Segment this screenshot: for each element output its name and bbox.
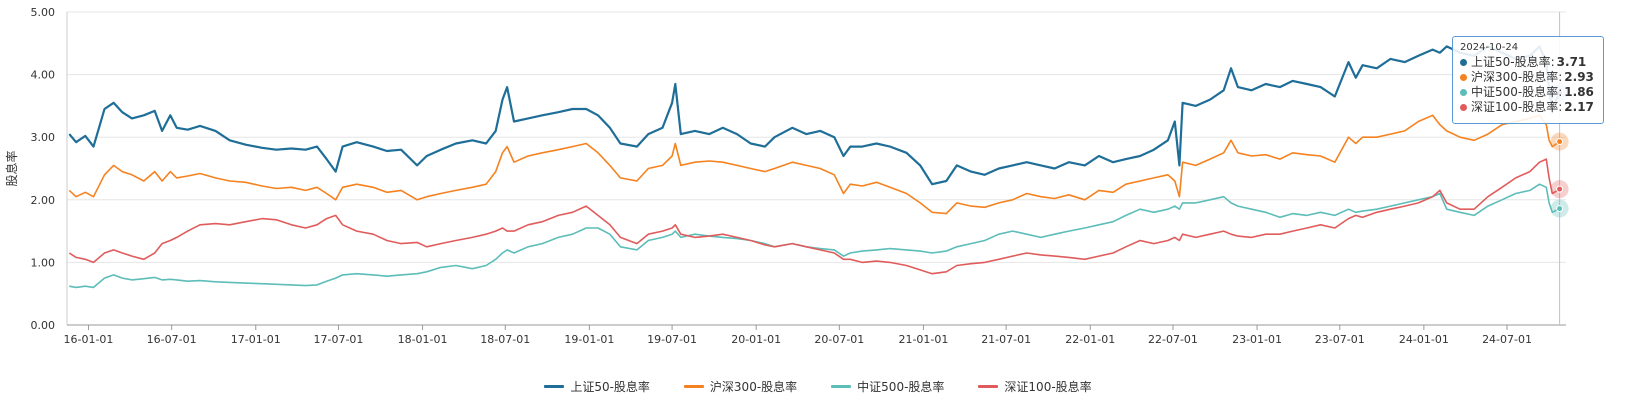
- x-tick-label: 22-01-01: [1065, 333, 1115, 346]
- y-tick-label: 1.00: [31, 256, 56, 269]
- series-line-1: [68, 114, 1561, 215]
- x-tick-label: 20-07-01: [814, 333, 864, 346]
- x-tick-label: 17-07-01: [313, 333, 363, 346]
- tooltip-dot-sz50: [1460, 59, 1467, 66]
- x-tick-label: 18-07-01: [480, 333, 530, 346]
- x-tick-label: 24-01-01: [1399, 333, 1449, 346]
- tooltip-value-sz100: 2.17: [1564, 100, 1594, 114]
- x-tick-label: 16-07-01: [147, 333, 197, 346]
- tooltip-dot-hs300: [1460, 74, 1467, 81]
- x-tick-label: 18-01-01: [398, 333, 448, 346]
- hover-point-1: [1556, 138, 1564, 146]
- tooltip-row-sz50: 上证50-股息率: 3.71: [1460, 55, 1596, 70]
- legend-swatch-zz500: [831, 385, 852, 388]
- x-tick-label: 16-01-01: [64, 333, 114, 346]
- y-tick-label: 3.00: [31, 131, 56, 144]
- x-tick-label: 24-07-01: [1482, 333, 1532, 346]
- y-axis-title: 股息率: [4, 150, 19, 186]
- series-line-0: [68, 45, 1561, 186]
- legend-item-hs300[interactable]: 沪深300-股息率: [683, 378, 798, 395]
- legend-swatch-sz50: [544, 385, 565, 388]
- tooltip-label-hs300: 沪深300-股息率:: [1471, 70, 1563, 84]
- tooltip-label-sz100: 深证100-股息率:: [1471, 100, 1563, 114]
- x-tick-label: 20-01-01: [731, 333, 781, 346]
- tooltip-value-sz50: 3.71: [1556, 55, 1587, 69]
- series-line-3: [68, 158, 1561, 275]
- chart-legend: 上证50-股息率 沪深300-股息率 中证500-股息率 深证100-股息率: [0, 378, 1636, 395]
- legend-item-sz100[interactable]: 深证100-股息率: [978, 378, 1092, 395]
- tooltip-value-zz500: 1.86: [1564, 85, 1594, 99]
- legend-item-zz500[interactable]: 中证500-股息率: [831, 378, 944, 395]
- x-tick-label: 17-01-01: [231, 333, 281, 346]
- x-tick-label: 21-07-01: [981, 333, 1031, 346]
- x-tick-label: 19-07-01: [647, 333, 697, 346]
- legend-label-sz50: 上证50-股息率: [570, 380, 650, 394]
- hover-point-3: [1556, 185, 1564, 193]
- legend-label-sz100: 深证100-股息率: [1004, 380, 1092, 394]
- x-tick-label: 23-07-01: [1315, 333, 1365, 346]
- legend-label-hs300: 沪深300-股息率: [709, 380, 798, 394]
- x-tick-label: 19-01-01: [564, 333, 614, 346]
- legend-item-sz50[interactable]: 上证50-股息率: [544, 378, 650, 395]
- tooltip-value-hs300: 2.93: [1564, 70, 1594, 84]
- tooltip-row-hs300: 沪深300-股息率: 2.93: [1460, 70, 1596, 85]
- legend-swatch-sz100: [978, 385, 999, 388]
- y-tick-label: 0.00: [31, 319, 56, 332]
- y-tick-label: 4.00: [31, 69, 56, 82]
- tooltip-row-sz100: 深证100-股息率: 2.17: [1460, 100, 1596, 115]
- tooltip-dot-zz500: [1460, 89, 1467, 96]
- y-tick-label: 5.00: [31, 6, 56, 19]
- tooltip-dot-sz100: [1460, 104, 1467, 111]
- tooltip-label-sz50: 上证50-股息率:: [1471, 55, 1555, 69]
- hover-point-2: [1556, 205, 1564, 213]
- y-tick-label: 2.00: [31, 194, 56, 207]
- tooltip-date: 2024-10-24: [1460, 42, 1519, 53]
- x-tick-label: 21-01-01: [898, 333, 948, 346]
- x-tick-label: 23-01-01: [1232, 333, 1282, 346]
- legend-label-zz500: 中证500-股息率: [857, 380, 945, 394]
- tooltip-row-zz500: 中证500-股息率: 1.86: [1460, 85, 1596, 100]
- tooltip-label-zz500: 中证500-股息率:: [1471, 85, 1563, 99]
- x-tick-label: 22-07-01: [1148, 333, 1198, 346]
- legend-swatch-hs300: [683, 385, 704, 388]
- tooltip: 2024-10-24 上证50-股息率: 3.71 沪深300-股息率: 2.9…: [1452, 36, 1604, 124]
